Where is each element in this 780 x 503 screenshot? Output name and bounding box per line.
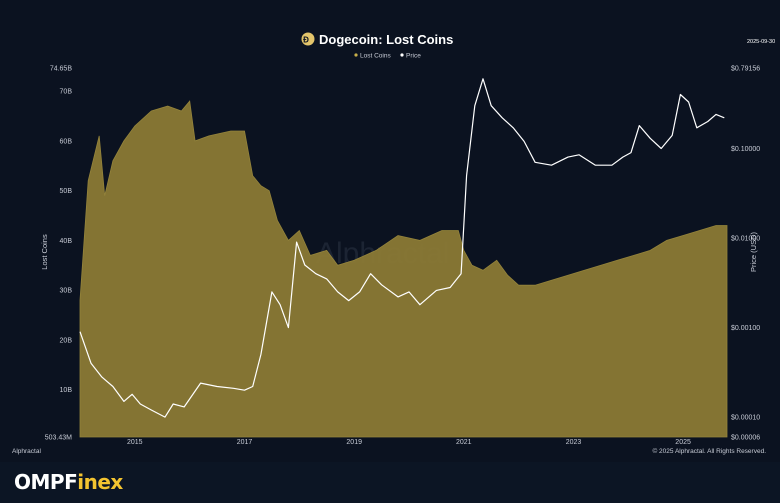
source-left: Alphractal [12,448,41,455]
title-group: Ð Dogecoin: Lost Coins [301,32,453,47]
y-left-tick-label: 30B [60,288,73,295]
dogecoin-icon-glyph: Ð [303,36,309,45]
x-tick-label: 2019 [346,439,362,446]
footer-bar [0,462,780,503]
y-left-tick-label: 60B [60,138,73,145]
y-right-tick-label: $0.00100 [731,325,760,332]
x-tick-label: 2023 [566,439,582,446]
y-left-tick-label: 20B [60,338,73,345]
area-layer [79,100,728,438]
price-line [79,78,725,418]
brand-part1: OMPF [14,470,78,494]
y-left-tick-label: 10B [60,387,73,394]
brand-logo: OMPFinex [14,470,123,494]
y-left-tick-label: 74.65B [50,66,73,73]
dogecoin-icon [301,32,315,46]
source-right: © 2025 Alphractal. All Rights Reserved. [652,447,766,455]
legend-marker [354,53,358,57]
y-right-axis-title: Price (USD) [749,232,758,273]
brand-part2: inex [77,470,123,494]
y-right-tick-label: $0.79156 [731,66,760,73]
y-right-tick-label: $0.10000 [731,146,760,153]
legend-label: Price [406,53,421,60]
y-right-tick-label: $0.00006 [731,435,760,442]
axes-layer: 503.43M 10B 20B 30B 40B 50B 60B 70B 74.65B $0.000… [40,66,760,447]
legend-label: Lost Coins [360,53,391,60]
line-layer [79,78,725,418]
y-left-tick-label: 50B [60,188,73,195]
y-right-tick-label: $0.00010 [731,415,760,422]
x-tick-label: 2021 [456,439,472,446]
date-label: 2025-09-30 [747,39,775,45]
y-right-tick-label: $0.01000 [731,236,760,243]
x-tick-label: 2015 [127,439,143,446]
y-left-axis-title: Lost Coins [40,234,49,270]
chart-title: Dogecoin: Lost Coins [319,32,453,47]
legend: Lost Coins Price [354,53,421,60]
y-left-tick-label: 70B [60,89,73,96]
x-tick-label: 2025 [675,439,691,446]
y-left-tick-label: 503.43M [45,435,72,442]
y-left-tick-label: 40B [60,238,73,245]
legend-marker [400,53,404,57]
lost-coins-area [79,100,728,438]
x-tick-label: 2017 [237,439,253,446]
